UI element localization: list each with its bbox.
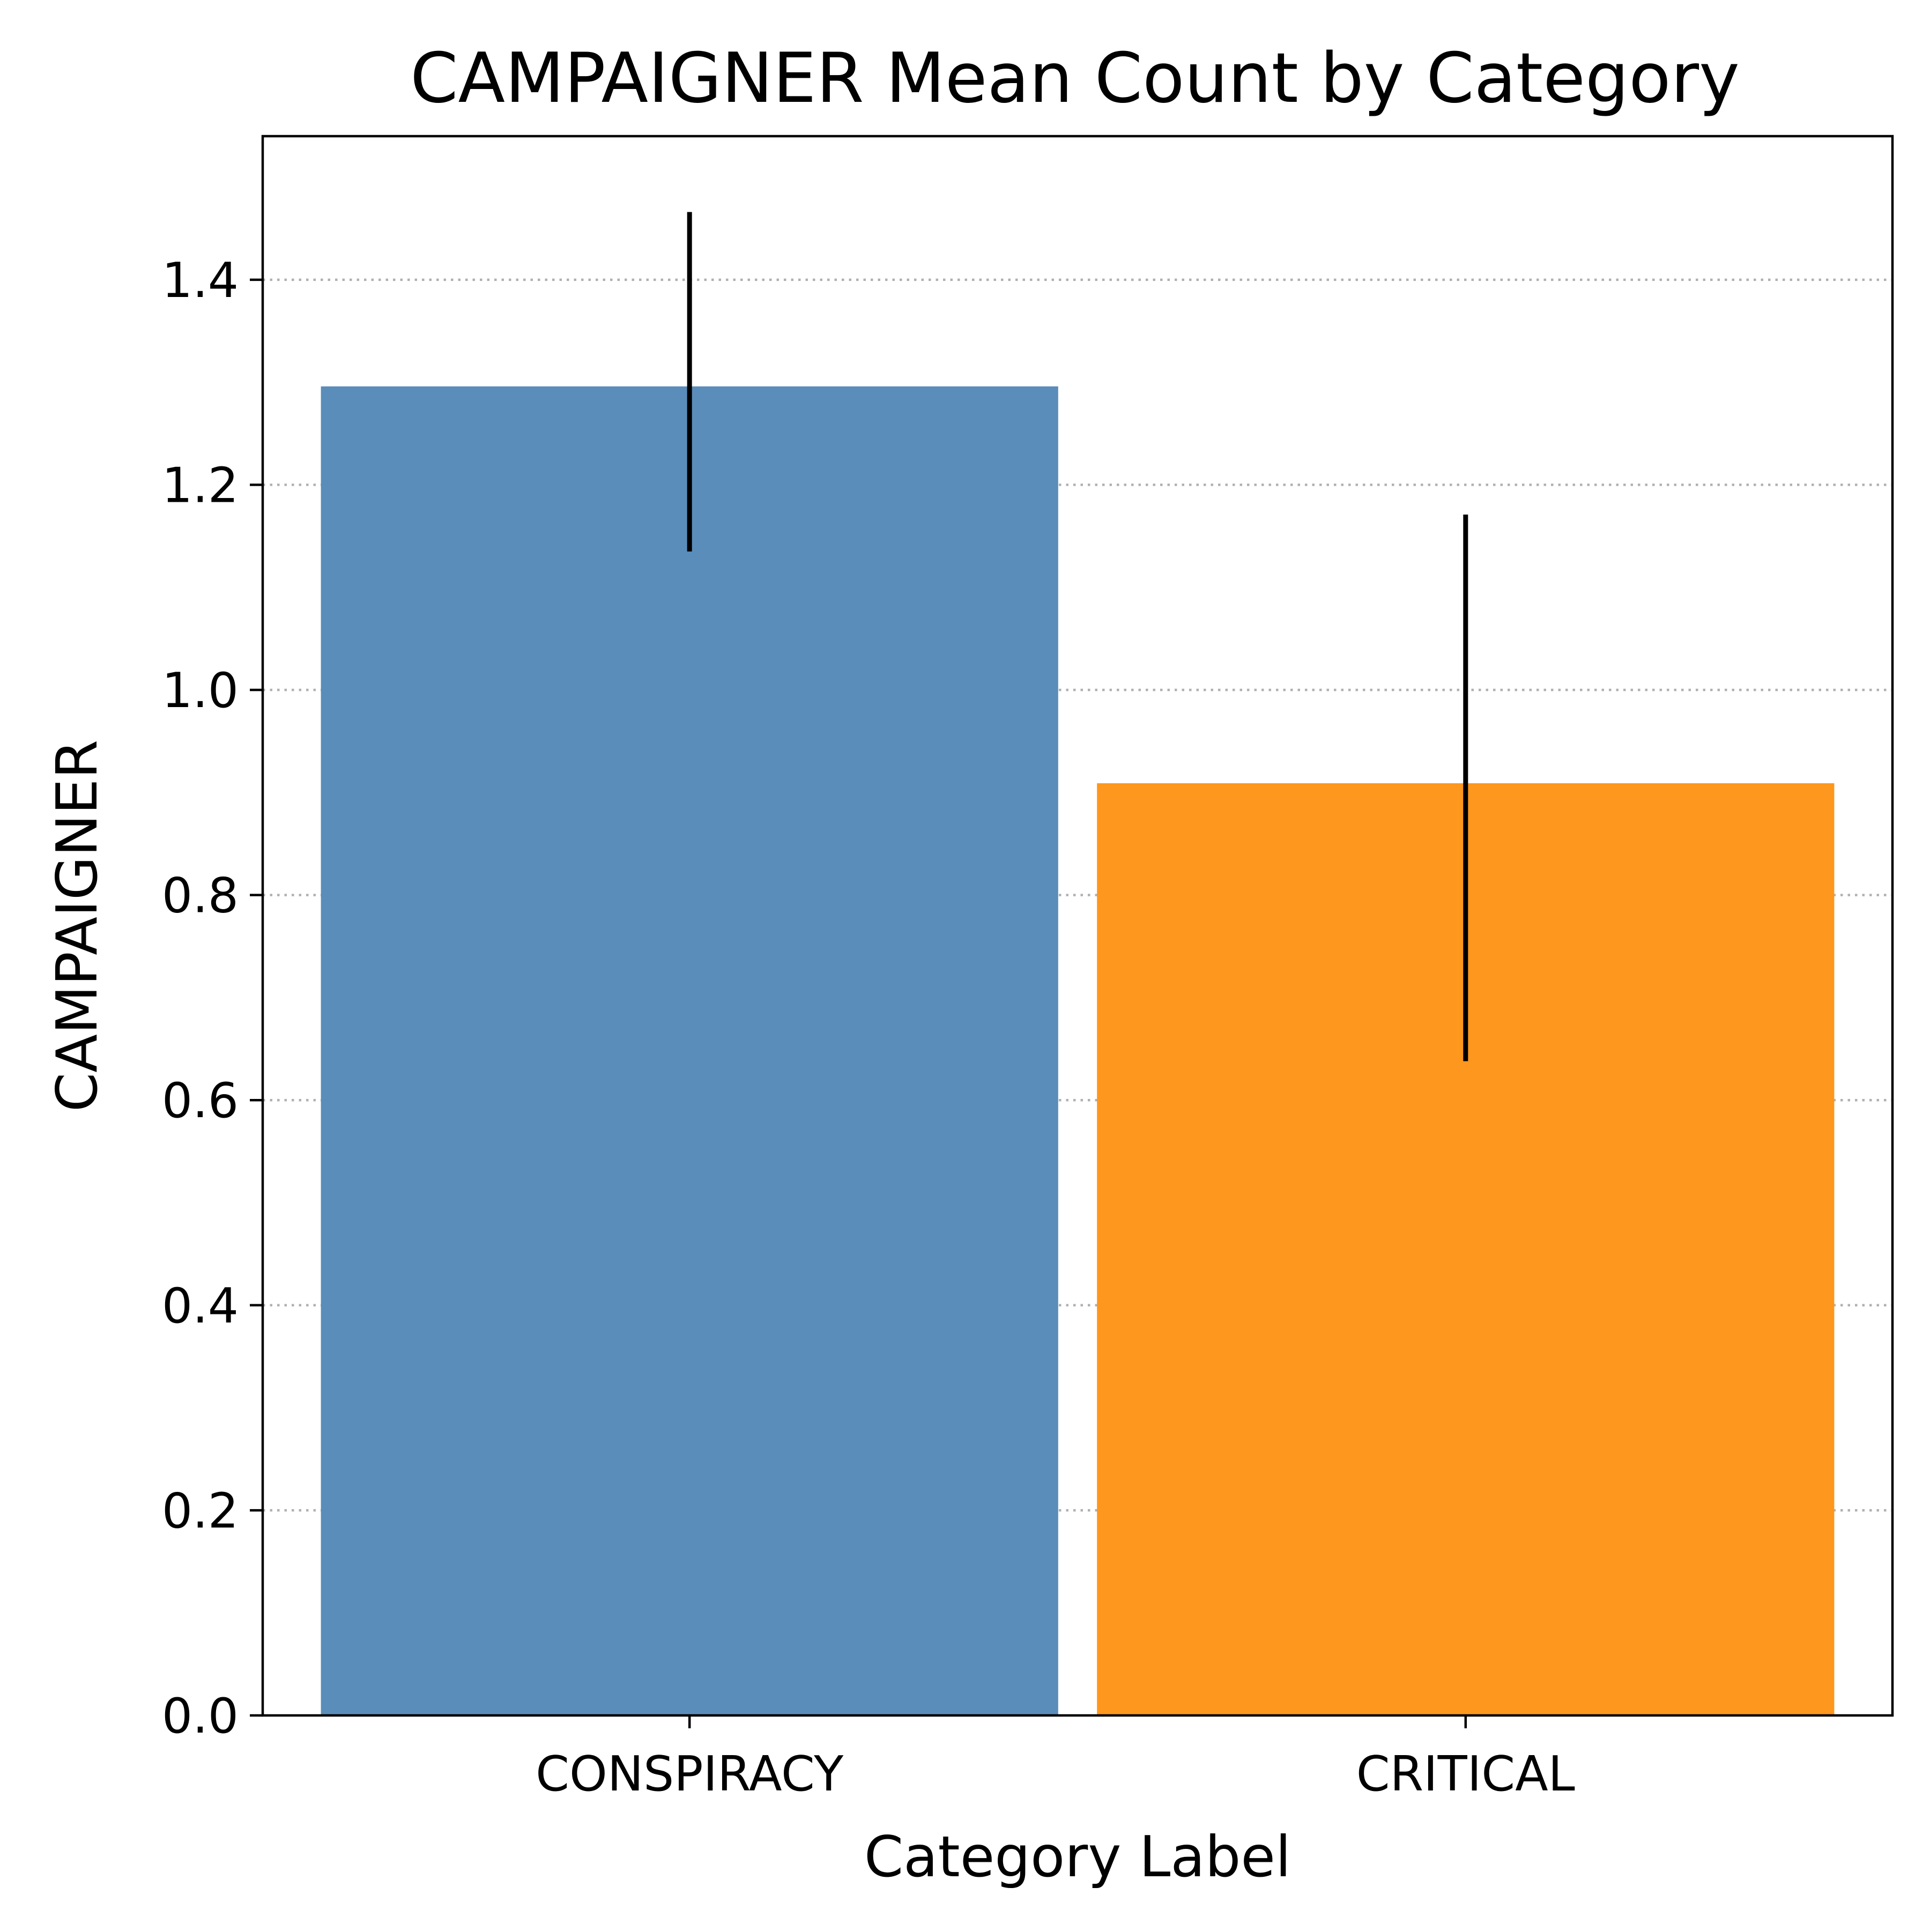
y-tick-label: 1.2 bbox=[162, 457, 239, 514]
y-tick-label: 0.0 bbox=[162, 1688, 239, 1744]
y-tick-label: 1.0 bbox=[162, 663, 239, 719]
y-axis-ticks: 0.0 0.2 0.4 0.6 0.8 1.0 1.2 1.4 bbox=[162, 252, 263, 1744]
chart-title: CAMPAIGNER Mean Count by Category bbox=[410, 39, 1740, 118]
y-tick-label: 0.6 bbox=[162, 1073, 239, 1129]
x-axis-ticks: CONSPIRACY CRITICAL bbox=[536, 1715, 1575, 1802]
y-axis-label: CAMPAIGNER bbox=[44, 740, 110, 1112]
error-bars bbox=[687, 212, 1468, 1061]
bar-conspiracy bbox=[321, 386, 1058, 1716]
y-tick-label: 0.2 bbox=[162, 1483, 239, 1539]
x-tick-label: CONSPIRACY bbox=[536, 1746, 844, 1802]
y-tick-label: 0.4 bbox=[162, 1278, 239, 1334]
x-axis-label: Category Label bbox=[864, 1824, 1291, 1890]
y-tick-label: 1.4 bbox=[162, 252, 239, 309]
y-tick-label: 0.8 bbox=[162, 868, 239, 924]
bars bbox=[321, 386, 1835, 1716]
x-tick-label: CRITICAL bbox=[1356, 1746, 1575, 1802]
plot-frame bbox=[261, 135, 1894, 1717]
